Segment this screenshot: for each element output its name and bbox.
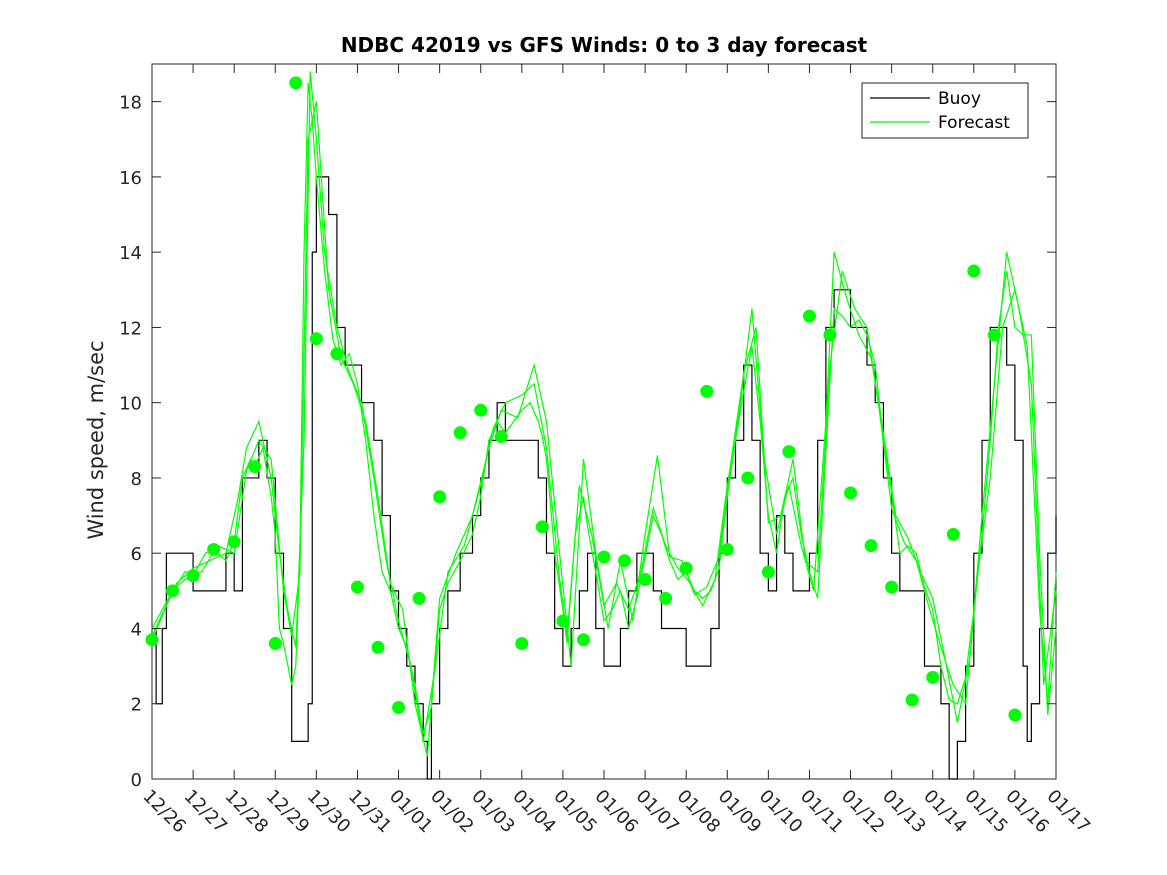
y-tick-label: 8 (131, 469, 142, 490)
forecast-marker (1008, 708, 1022, 722)
forecast-marker (638, 573, 652, 587)
y-tick-label: 14 (119, 243, 142, 264)
forecast-marker (309, 332, 323, 346)
y-tick-label: 10 (119, 394, 142, 415)
forecast-marker (946, 527, 960, 541)
y-tick-label: 12 (119, 318, 142, 339)
y-tick-label: 4 (131, 619, 142, 640)
y-tick-label: 16 (119, 168, 142, 189)
forecast-marker (864, 539, 878, 553)
forecast-marker (576, 633, 590, 647)
forecast-marker (494, 430, 508, 444)
y-tick-label: 2 (131, 695, 142, 716)
forecast-marker (720, 542, 734, 556)
forecast-marker (412, 591, 426, 605)
forecast-marker (802, 309, 816, 323)
forecast-marker (926, 670, 940, 684)
forecast-marker (823, 328, 837, 342)
forecast-marker (453, 426, 467, 440)
series-buoy-line (152, 176, 1057, 780)
forecast-marker (145, 633, 159, 647)
forecast-marker (186, 569, 200, 583)
forecast-marker (166, 584, 180, 598)
y-tick-label: 6 (131, 544, 142, 565)
forecast-marker (535, 520, 549, 534)
y-tick-label: 0 (131, 770, 142, 791)
forecast-marker (905, 693, 919, 707)
forecast-marker (741, 471, 755, 485)
forecast-marker (392, 701, 406, 714)
legend-box (861, 82, 1029, 139)
chart-title: NDBC 42019 vs GFS Winds: 0 to 3 day fore… (341, 33, 868, 57)
forecast-marker (207, 542, 221, 556)
forecast-marker (782, 445, 796, 459)
plot-area (145, 63, 1057, 780)
y-tick-label: 18 (119, 93, 142, 114)
forecast-marker (618, 554, 632, 568)
forecast-marker (700, 384, 714, 398)
forecast-marker (556, 614, 570, 628)
forecast-marker (987, 328, 1001, 342)
forecast-marker (885, 580, 899, 594)
forecast-marker (967, 264, 981, 278)
forecast-marker (679, 561, 693, 575)
forecast-marker (330, 347, 344, 361)
forecast-marker (268, 637, 282, 651)
forecast-marker (248, 460, 262, 474)
forecast-marker (227, 535, 241, 549)
forecast-marker (350, 580, 364, 594)
forecast-marker (371, 640, 385, 654)
forecast-marker (597, 550, 611, 564)
legend: Buoy Forecast (861, 82, 1029, 139)
forecast-marker (761, 565, 775, 579)
forecast-marker (659, 591, 673, 605)
forecast-marker (433, 490, 447, 504)
forecast-marker (289, 76, 303, 90)
legend-forecast-label: Forecast (938, 113, 1010, 133)
forecast-marker (515, 637, 529, 651)
forecast-marker (474, 403, 488, 417)
forecast-marker (844, 486, 858, 500)
y-axis: 0 2 4 6 8 10 12 14 16 18 (119, 93, 1056, 791)
y-axis-title: Wind speed, m/sec (84, 340, 108, 539)
legend-buoy-label: Buoy (938, 89, 981, 109)
